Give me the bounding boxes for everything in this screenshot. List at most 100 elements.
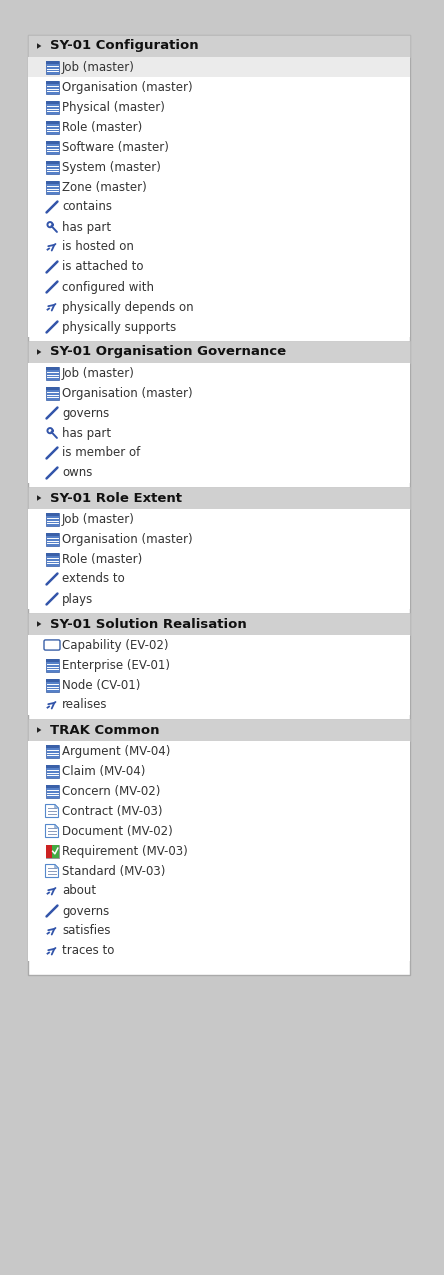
FancyBboxPatch shape <box>28 529 410 550</box>
Polygon shape <box>37 495 41 501</box>
Text: Document (MV-02): Document (MV-02) <box>62 825 173 838</box>
Polygon shape <box>37 43 41 48</box>
Polygon shape <box>55 805 59 808</box>
FancyBboxPatch shape <box>45 552 59 566</box>
FancyBboxPatch shape <box>45 844 59 858</box>
Text: SY-01 Solution Realisation: SY-01 Solution Realisation <box>50 617 247 631</box>
FancyBboxPatch shape <box>52 844 59 858</box>
FancyBboxPatch shape <box>45 745 59 757</box>
FancyBboxPatch shape <box>45 161 59 163</box>
FancyBboxPatch shape <box>28 463 410 483</box>
FancyBboxPatch shape <box>28 487 410 509</box>
FancyBboxPatch shape <box>28 57 410 76</box>
Text: is member of: is member of <box>62 446 140 459</box>
Text: Contract (MV-03): Contract (MV-03) <box>62 805 163 817</box>
FancyBboxPatch shape <box>28 719 410 741</box>
FancyBboxPatch shape <box>28 117 410 136</box>
FancyBboxPatch shape <box>28 423 410 442</box>
FancyBboxPatch shape <box>45 60 59 74</box>
FancyBboxPatch shape <box>28 674 410 695</box>
Text: Job (master): Job (master) <box>62 366 135 380</box>
Text: Role (master): Role (master) <box>62 552 142 566</box>
FancyBboxPatch shape <box>28 589 410 609</box>
FancyBboxPatch shape <box>45 386 59 399</box>
FancyBboxPatch shape <box>45 658 59 662</box>
Text: is hosted on: is hosted on <box>62 241 134 254</box>
Text: Software (master): Software (master) <box>62 140 169 153</box>
FancyBboxPatch shape <box>45 678 59 691</box>
Text: Argument (MV-04): Argument (MV-04) <box>62 745 170 757</box>
FancyBboxPatch shape <box>28 881 410 901</box>
FancyBboxPatch shape <box>45 366 59 380</box>
Text: Zone (master): Zone (master) <box>62 181 147 194</box>
Text: physically depends on: physically depends on <box>62 301 194 314</box>
Text: Job (master): Job (master) <box>62 60 135 74</box>
FancyBboxPatch shape <box>28 34 410 975</box>
FancyBboxPatch shape <box>28 550 410 569</box>
Text: satisfies: satisfies <box>62 924 111 937</box>
FancyBboxPatch shape <box>28 317 410 337</box>
Text: configured with: configured with <box>62 280 154 293</box>
Text: Physical (master): Physical (master) <box>62 101 165 113</box>
Polygon shape <box>37 727 41 733</box>
FancyBboxPatch shape <box>45 121 59 134</box>
Text: Organisation (master): Organisation (master) <box>62 533 193 546</box>
Text: Organisation (master): Organisation (master) <box>62 386 193 399</box>
FancyBboxPatch shape <box>45 765 59 768</box>
Text: contains: contains <box>62 200 112 213</box>
Text: is attached to: is attached to <box>62 260 143 274</box>
FancyBboxPatch shape <box>28 177 410 198</box>
FancyBboxPatch shape <box>28 34 410 57</box>
Text: SY-01 Configuration: SY-01 Configuration <box>50 40 198 52</box>
Text: realises: realises <box>62 699 107 711</box>
FancyBboxPatch shape <box>28 157 410 177</box>
Text: System (master): System (master) <box>62 161 161 173</box>
FancyBboxPatch shape <box>45 366 59 370</box>
FancyBboxPatch shape <box>28 363 410 382</box>
FancyBboxPatch shape <box>28 782 410 801</box>
Text: Capability (EV-02): Capability (EV-02) <box>62 639 169 652</box>
FancyBboxPatch shape <box>44 640 60 650</box>
FancyBboxPatch shape <box>28 613 410 635</box>
FancyBboxPatch shape <box>45 678 59 682</box>
FancyBboxPatch shape <box>45 552 59 556</box>
FancyBboxPatch shape <box>45 844 52 858</box>
FancyBboxPatch shape <box>45 765 59 778</box>
Text: Role (master): Role (master) <box>62 121 142 134</box>
FancyBboxPatch shape <box>45 784 59 797</box>
FancyBboxPatch shape <box>28 901 410 921</box>
Text: Node (CV-01): Node (CV-01) <box>62 678 140 691</box>
FancyBboxPatch shape <box>28 569 410 589</box>
Text: physically supports: physically supports <box>62 320 176 334</box>
FancyBboxPatch shape <box>45 513 59 516</box>
FancyBboxPatch shape <box>28 801 410 821</box>
FancyBboxPatch shape <box>45 533 59 535</box>
FancyBboxPatch shape <box>28 76 410 97</box>
FancyBboxPatch shape <box>45 181 59 194</box>
FancyBboxPatch shape <box>28 941 410 961</box>
Text: traces to: traces to <box>62 945 115 958</box>
Polygon shape <box>45 864 59 877</box>
FancyBboxPatch shape <box>28 509 410 529</box>
FancyBboxPatch shape <box>28 741 410 761</box>
Text: Claim (MV-04): Claim (MV-04) <box>62 765 145 778</box>
Text: governs: governs <box>62 407 109 419</box>
Text: about: about <box>62 885 96 898</box>
FancyBboxPatch shape <box>28 136 410 157</box>
FancyBboxPatch shape <box>45 140 59 153</box>
Text: Standard (MV-03): Standard (MV-03) <box>62 864 165 877</box>
FancyBboxPatch shape <box>45 140 59 144</box>
FancyBboxPatch shape <box>28 297 410 317</box>
FancyBboxPatch shape <box>45 658 59 672</box>
FancyBboxPatch shape <box>45 533 59 546</box>
FancyBboxPatch shape <box>45 386 59 390</box>
FancyBboxPatch shape <box>28 635 410 655</box>
Text: SY-01 Organisation Governance: SY-01 Organisation Governance <box>50 346 286 358</box>
FancyBboxPatch shape <box>45 80 59 84</box>
Polygon shape <box>45 805 59 817</box>
FancyBboxPatch shape <box>28 442 410 463</box>
FancyBboxPatch shape <box>45 745 59 747</box>
FancyBboxPatch shape <box>28 655 410 674</box>
FancyBboxPatch shape <box>28 695 410 715</box>
Text: Job (master): Job (master) <box>62 513 135 525</box>
